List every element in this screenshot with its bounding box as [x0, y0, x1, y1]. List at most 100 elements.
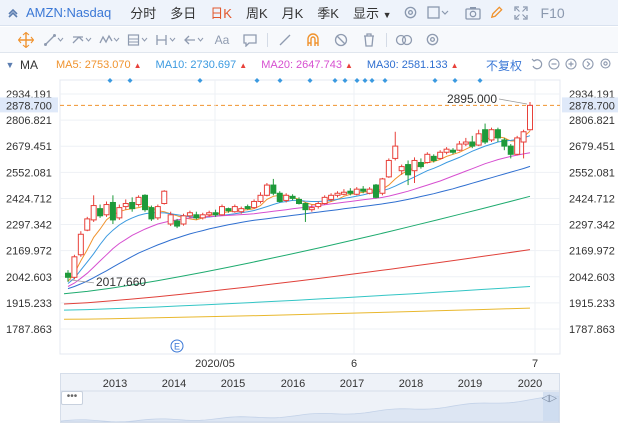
text-tool-icon[interactable]: Aa	[214, 32, 230, 47]
candle-body	[122, 203, 129, 208]
candlestick-chart[interactable]: 2934.1912934.1912878.7002878.7002806.821…	[0, 76, 618, 372]
y-tick-left: 2552.081	[6, 167, 52, 179]
magnet-icon[interactable]	[299, 28, 327, 52]
candle-body	[450, 149, 456, 153]
event-marker-icon	[432, 78, 438, 83]
chevron-down-icon[interactable]: ▼	[5, 60, 15, 70]
candle-body	[212, 212, 219, 216]
ma-line-ma10	[67, 135, 531, 284]
channel-tool-icon[interactable]	[68, 28, 96, 52]
period-tab[interactable]: 分时	[130, 6, 157, 21]
ma-legend-item[interactable]: MA20: 2647.743 ▲	[261, 59, 353, 71]
candle-body	[65, 272, 71, 278]
scroll-right-icon[interactable]	[582, 57, 594, 73]
collapse-icon[interactable]	[0, 0, 26, 26]
candle	[206, 210, 213, 217]
candle	[199, 212, 206, 220]
crosshair-icon[interactable]	[12, 28, 40, 52]
f10-button[interactable]: F10	[540, 4, 565, 21]
period-tab[interactable]: 周K	[245, 6, 268, 21]
candle	[475, 129, 482, 147]
event-e-circle	[170, 339, 184, 353]
event-marker-icon	[342, 78, 348, 83]
hide-drawings-icon[interactable]	[327, 28, 355, 52]
period-tab[interactable]: 月K	[281, 6, 304, 21]
ma-legend-item[interactable]: MA10: 2730.697 ▲	[156, 59, 248, 71]
chart-settings-icon[interactable]	[599, 57, 612, 73]
candle-body	[154, 206, 161, 219]
period-tab[interactable]: 日K	[210, 6, 232, 21]
candle	[347, 188, 354, 196]
candle-body	[353, 188, 360, 195]
display-dropdown[interactable]: 显示 ▼	[352, 6, 392, 21]
candle-body	[392, 145, 399, 159]
candle	[71, 254, 78, 280]
candle	[469, 135, 476, 149]
candle	[437, 150, 444, 160]
candle	[340, 189, 347, 196]
undo-icon[interactable]	[531, 58, 543, 73]
candle	[302, 202, 309, 222]
wave-tool-icon[interactable]	[96, 28, 124, 52]
candle-body	[219, 206, 225, 216]
candle-body	[174, 220, 181, 227]
navigator-right-handle[interactable]: ◁▷	[541, 393, 557, 404]
ma-line-ma120	[63, 249, 531, 305]
fib-tool-icon[interactable]	[124, 28, 152, 52]
settings-icon[interactable]	[399, 1, 423, 25]
candle	[379, 177, 386, 196]
fullscreen-icon[interactable]	[509, 1, 533, 25]
event-marker-icon	[477, 78, 483, 83]
zoom-in-icon[interactable]	[565, 57, 577, 73]
pencil-icon[interactable]	[485, 1, 509, 25]
price-tag-bg	[562, 97, 618, 113]
event-marker-icon	[332, 78, 338, 83]
camera-icon[interactable]	[461, 1, 485, 25]
candle-body	[321, 196, 328, 205]
period-tab[interactable]: 季K	[317, 6, 339, 21]
ma-line-ma5	[67, 130, 531, 282]
candle	[167, 211, 174, 227]
candle	[360, 186, 367, 194]
compare-icon[interactable]	[390, 28, 418, 52]
comment-tool-icon[interactable]	[236, 28, 264, 52]
candle-body	[289, 195, 296, 199]
candle	[430, 154, 437, 163]
candle-body	[116, 207, 123, 219]
event-marker-icon	[369, 78, 375, 83]
event-e-icon[interactable]: E	[170, 339, 184, 353]
ma-legend-label: MA30: 2581.133	[366, 59, 448, 71]
ma-legend-item[interactable]: MA5: 2753.070 ▲	[56, 59, 142, 71]
arrow-tool-icon[interactable]	[180, 28, 208, 52]
box-select-icon[interactable]	[423, 1, 453, 25]
event-marker-icon	[197, 78, 203, 83]
time-navigator[interactable]: 2013 2014 2015 2016 2017 2018 2019 2020 ••• ◁▷	[60, 373, 560, 423]
candle	[65, 270, 71, 282]
zoom-out-icon[interactable]	[548, 57, 560, 73]
ma-legend-item[interactable]: MA30: 2581.133 ▲	[367, 59, 459, 71]
y-tick-right: 2878.700	[569, 100, 615, 112]
ma-line-ma500	[63, 307, 531, 320]
candle-body	[360, 188, 367, 192]
event-marker-icon	[277, 78, 283, 83]
candle	[385, 158, 392, 178]
trash-icon[interactable]	[355, 28, 383, 52]
candle	[244, 204, 251, 210]
period-tab[interactable]: 多日	[170, 6, 197, 21]
candle-body	[90, 205, 97, 221]
navigator-left-handle[interactable]: •••	[61, 391, 83, 405]
candle	[257, 192, 264, 204]
candle	[398, 164, 405, 175]
tool-settings-icon[interactable]	[418, 28, 446, 52]
candle-body	[135, 196, 142, 206]
y-tick-right: 1915.233	[569, 298, 615, 310]
candle-body	[527, 104, 533, 131]
line-tool-icon[interactable]	[40, 28, 68, 52]
range-tool-icon[interactable]	[152, 28, 180, 52]
candle	[366, 187, 373, 195]
ruler-tool-icon[interactable]	[271, 28, 299, 52]
candle	[507, 144, 514, 159]
adjust-dropdown[interactable]: 不复权	[485, 58, 522, 73]
candle	[462, 137, 469, 147]
y-tick-right: 1787.863	[569, 324, 615, 336]
